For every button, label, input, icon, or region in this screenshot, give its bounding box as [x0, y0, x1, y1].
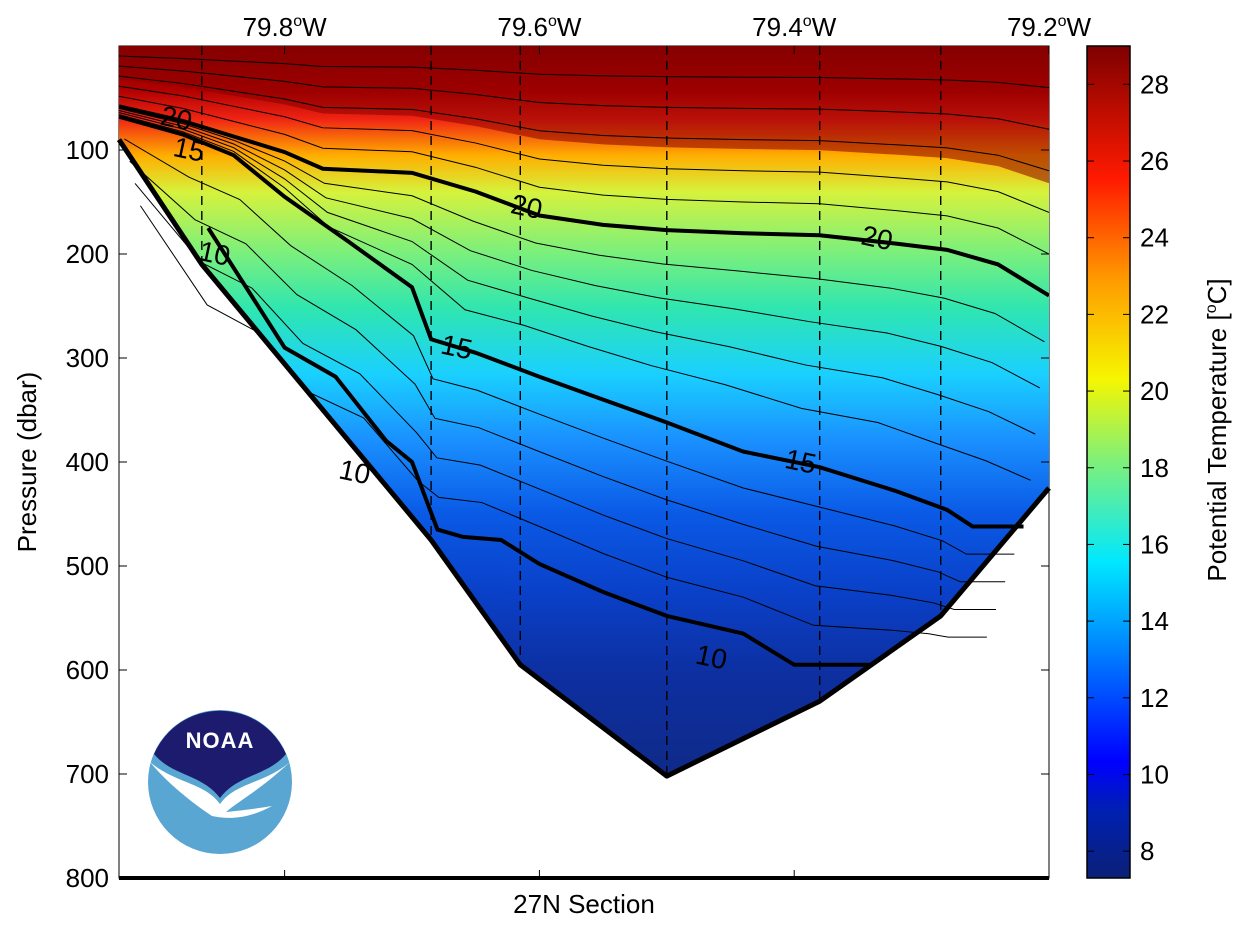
colorbar-gradient	[1086, 45, 1131, 879]
colorbar-tick-label: 8	[1140, 836, 1154, 866]
y-axis-label: Pressure (dbar)	[12, 372, 42, 553]
colorbar-tick-label: 16	[1140, 529, 1169, 559]
y-tick-label: 100	[66, 135, 109, 165]
isotherm-minor	[124, 138, 1015, 555]
x-tick-label: 79.8oW	[243, 12, 328, 42]
y-tick-label: 800	[66, 863, 109, 893]
colorbar-ticks: 8 10 12 14 16 18 20 22 24 26 28	[1087, 69, 1169, 866]
noaa-logo: NOAA	[138, 702, 302, 862]
isotherm-20	[119, 104, 1049, 298]
colorbar-label-unit: C]	[1202, 278, 1232, 304]
isotherm-minor	[119, 65, 1049, 130]
colorbar-tick-label: 22	[1140, 299, 1169, 329]
y-tick-label: 500	[66, 551, 109, 581]
seafloor-profile	[116, 138, 1051, 779]
x-tick-label: 79.4oW	[752, 12, 837, 42]
y-tick-label: 700	[66, 759, 109, 789]
contour-label: 15	[171, 131, 208, 168]
isotherm-10	[206, 226, 871, 667]
contour-label: 10	[693, 639, 730, 676]
y-tick-label: 400	[66, 447, 109, 477]
station-lines	[201, 46, 942, 777]
colorbar: 8 10 12 14 16 18 20 22 24 26 28 Potential Temperat…	[1086, 45, 1232, 879]
temperature-fill	[119, 46, 1049, 777]
warm-band	[119, 46, 1049, 184]
isotherm-minor	[119, 112, 1036, 435]
x-tick-label: 79.2oW	[1007, 12, 1092, 42]
colorbar-tick-label: 28	[1140, 69, 1169, 99]
isotherm-minor	[119, 55, 1049, 89]
colorbar-tick-label: 12	[1140, 683, 1169, 713]
colorbar-tick-label: 14	[1140, 606, 1169, 636]
isotherm-minor	[119, 85, 1049, 213]
isotherm-minor	[119, 114, 1031, 481]
logo-text: NOAA	[186, 728, 255, 753]
colorbar-tick-label: 18	[1140, 453, 1169, 483]
x-tick-label: 79.6oW	[497, 12, 582, 42]
y-tick-label: 200	[66, 239, 109, 269]
seagull-icon	[150, 762, 290, 818]
temperature-field	[119, 46, 1049, 777]
colorbar-tick-label: 24	[1140, 223, 1169, 253]
contour-label: 20	[508, 188, 545, 225]
isotherm-contours	[119, 55, 1049, 667]
contour-label: 20	[859, 220, 896, 257]
isotherm-minor	[119, 95, 1049, 255]
colorbar-tick-label: 10	[1140, 759, 1169, 789]
y-axis-ticks: 100 200 300 400 500 600 700 800	[66, 135, 1049, 893]
isotherm-minor	[119, 75, 1049, 172]
isotherm-minor	[119, 109, 1041, 389]
isotherm-15	[119, 114, 1024, 529]
contour-label: 10	[336, 454, 373, 491]
x-axis-label: 27N Section	[513, 889, 655, 919]
colorbar-tick-label: 26	[1140, 146, 1169, 176]
isotherm-minor	[134, 183, 997, 610]
contour-label: 20	[158, 100, 195, 137]
contour-label: 15	[438, 329, 475, 366]
isotherm-minor	[129, 160, 1006, 583]
colorbar-label-degree: o	[1203, 304, 1220, 313]
contour-label: 15	[782, 443, 819, 480]
x-axis-ticks-top: 79.8oW 79.6oW 79.4oW 79.2oW	[243, 12, 1092, 878]
y-tick-label: 600	[66, 655, 109, 685]
y-tick-label: 300	[66, 343, 109, 373]
colorbar-label: Potential Temperature [oC]	[1202, 278, 1232, 581]
logo-sky-dome	[154, 710, 286, 798]
colorbar-label-main: Potential Temperature [	[1202, 313, 1232, 582]
colorbar-tick-label: 20	[1140, 376, 1169, 406]
isotherm-minor	[119, 107, 1045, 343]
